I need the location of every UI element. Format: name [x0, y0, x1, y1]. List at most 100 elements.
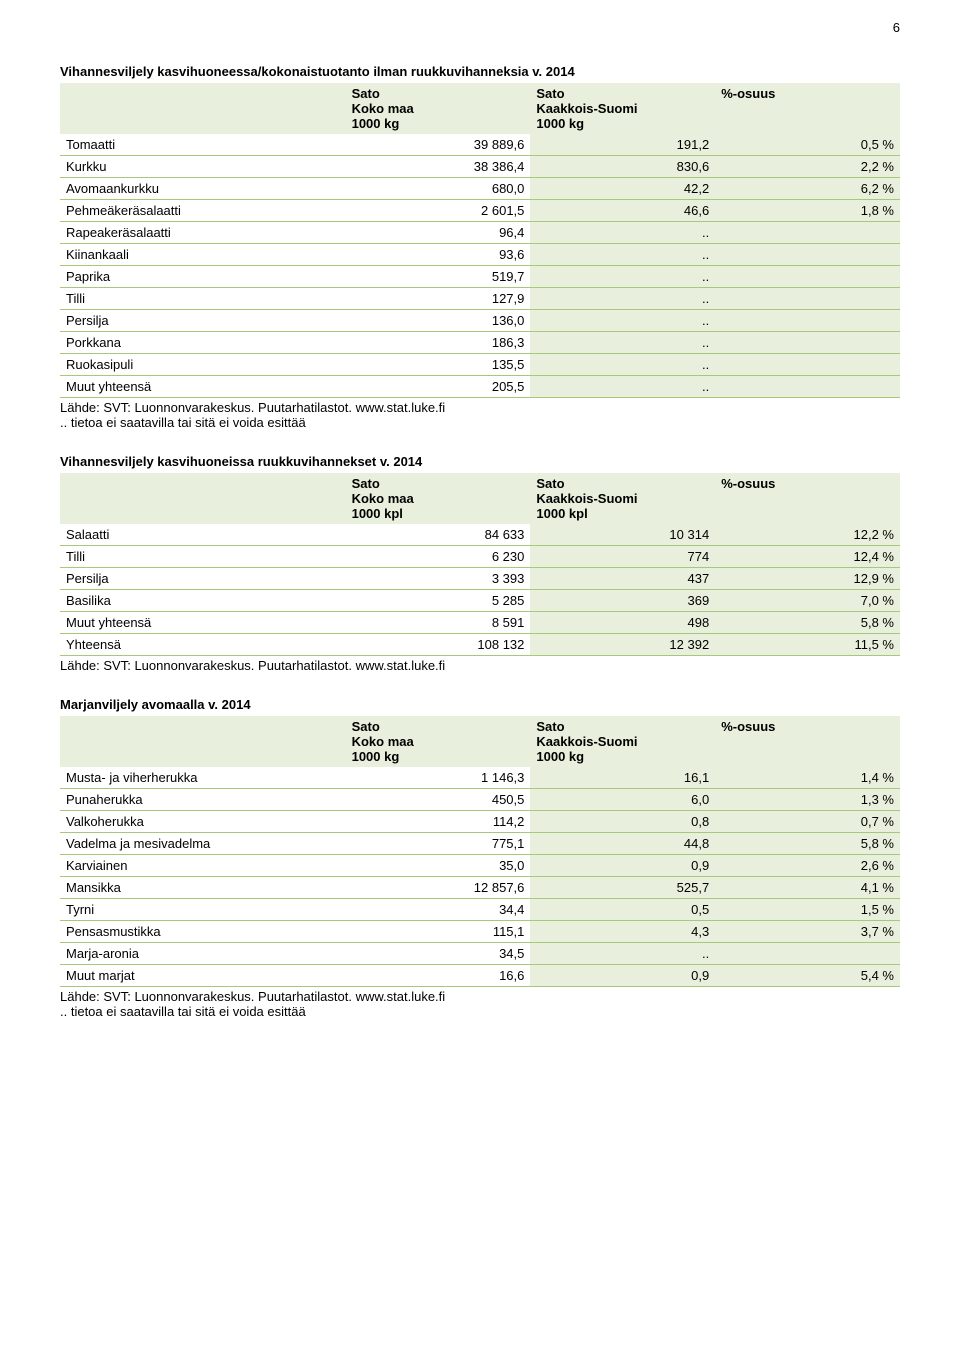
row-label: Tilli — [60, 546, 346, 568]
hdr-text: %-osuus — [721, 476, 775, 491]
row-value-percent: 5,4 % — [715, 965, 900, 987]
row-value-kaakkois: .. — [530, 266, 715, 288]
table3: Sato Koko maa 1000 kg Sato Kaakkois-Suom… — [60, 716, 900, 987]
row-value-percent: 3,7 % — [715, 921, 900, 943]
table-row: Muut marjat16,60,95,4 % — [60, 965, 900, 987]
row-value-kaakkois: .. — [530, 288, 715, 310]
row-value-kaakkois: 437 — [530, 568, 715, 590]
row-value-percent — [715, 332, 900, 354]
row-value-kokomaa: 680,0 — [346, 178, 531, 200]
table-row: Valkoherukka114,20,80,7 % — [60, 811, 900, 833]
row-value-kaakkois: 830,6 — [530, 156, 715, 178]
row-label: Paprika — [60, 266, 346, 288]
hdr-text: 1000 kg — [536, 749, 584, 764]
row-label: Vadelma ja mesivadelma — [60, 833, 346, 855]
row-value-kokomaa: 450,5 — [346, 789, 531, 811]
table-row: Ruokasipuli135,5.. — [60, 354, 900, 376]
table1-source: Lähde: SVT: Luonnonvarakeskus. Puutarhat… — [60, 400, 900, 415]
hdr-text: Koko maa — [352, 734, 414, 749]
row-value-kokomaa: 136,0 — [346, 310, 531, 332]
row-value-percent — [715, 244, 900, 266]
hdr-text: Sato — [352, 476, 380, 491]
table-row: Marja-aronia34,5.. — [60, 943, 900, 965]
table3-source: Lähde: SVT: Luonnonvarakeskus. Puutarhat… — [60, 989, 900, 1004]
page: 6 Vihannesviljely kasvihuoneessa/kokonai… — [0, 0, 960, 1059]
row-value-kaakkois: 46,6 — [530, 200, 715, 222]
table-row: Tilli127,9.. — [60, 288, 900, 310]
table2-header-c3: %-osuus — [715, 473, 900, 524]
row-value-kokomaa: 6 230 — [346, 546, 531, 568]
table3-title: Marjanviljely avomaalla v. 2014 — [60, 697, 900, 712]
table-row: Tomaatti39 889,6191,20,5 % — [60, 134, 900, 156]
row-value-kaakkois: 0,9 — [530, 965, 715, 987]
row-value-kokomaa: 775,1 — [346, 833, 531, 855]
row-value-kokomaa: 12 857,6 — [346, 877, 531, 899]
table-row: Musta- ja viherherukka1 146,316,11,4 % — [60, 767, 900, 789]
table2-body: Salaatti84 63310 31412,2 %Tilli6 2307741… — [60, 524, 900, 656]
row-value-percent — [715, 266, 900, 288]
row-label: Tyrni — [60, 899, 346, 921]
row-value-kaakkois: 774 — [530, 546, 715, 568]
row-value-kokomaa: 5 285 — [346, 590, 531, 612]
row-value-kokomaa: 96,4 — [346, 222, 531, 244]
hdr-text: Kaakkois-Suomi — [536, 734, 637, 749]
row-value-kaakkois: .. — [530, 244, 715, 266]
table1-header-c2: Sato Kaakkois-Suomi 1000 kg — [530, 83, 715, 134]
table3-body: Musta- ja viherherukka1 146,316,11,4 %Pu… — [60, 767, 900, 987]
table-row: Kiinankaali93,6.. — [60, 244, 900, 266]
row-label: Mansikka — [60, 877, 346, 899]
row-value-percent — [715, 222, 900, 244]
row-value-percent: 1,8 % — [715, 200, 900, 222]
row-label: Persilja — [60, 568, 346, 590]
row-label: Karviainen — [60, 855, 346, 877]
row-value-kaakkois: 498 — [530, 612, 715, 634]
row-label: Pensasmustikka — [60, 921, 346, 943]
row-label: Rapeakeräsalaatti — [60, 222, 346, 244]
hdr-text: 1000 kg — [352, 116, 400, 131]
hdr-text: 1000 kg — [536, 116, 584, 131]
row-value-kokomaa: 8 591 — [346, 612, 531, 634]
row-value-percent — [715, 943, 900, 965]
hdr-text: Koko maa — [352, 101, 414, 116]
row-value-percent: 1,5 % — [715, 899, 900, 921]
table3-note: .. tietoa ei saatavilla tai sitä ei void… — [60, 1004, 900, 1019]
row-value-kokomaa: 186,3 — [346, 332, 531, 354]
page-number: 6 — [893, 20, 900, 35]
row-value-kaakkois: .. — [530, 354, 715, 376]
table2-header-c1: Sato Koko maa 1000 kpl — [346, 473, 531, 524]
row-value-kokomaa: 108 132 — [346, 634, 531, 656]
row-value-kokomaa: 115,1 — [346, 921, 531, 943]
table-row: Mansikka12 857,6525,74,1 % — [60, 877, 900, 899]
row-value-percent: 5,8 % — [715, 833, 900, 855]
row-value-kokomaa: 16,6 — [346, 965, 531, 987]
table1-title: Vihannesviljely kasvihuoneessa/kokonaist… — [60, 64, 900, 79]
hdr-text: 1000 kpl — [352, 506, 403, 521]
table-row: Porkkana186,3.. — [60, 332, 900, 354]
row-label: Musta- ja viherherukka — [60, 767, 346, 789]
table2-header-row: Sato Koko maa 1000 kpl Sato Kaakkois-Suo… — [60, 473, 900, 524]
hdr-text: Sato — [536, 719, 564, 734]
row-value-kokomaa: 38 386,4 — [346, 156, 531, 178]
table-row: Pehmeäkeräsalaatti2 601,546,61,8 % — [60, 200, 900, 222]
row-value-percent — [715, 354, 900, 376]
row-value-percent: 12,4 % — [715, 546, 900, 568]
table-row: Paprika519,7.. — [60, 266, 900, 288]
table-row: Persilja136,0.. — [60, 310, 900, 332]
row-value-kokomaa: 3 393 — [346, 568, 531, 590]
table2-header-c2: Sato Kaakkois-Suomi 1000 kpl — [530, 473, 715, 524]
hdr-text: %-osuus — [721, 719, 775, 734]
row-label: Porkkana — [60, 332, 346, 354]
row-value-kaakkois: 12 392 — [530, 634, 715, 656]
row-value-kokomaa: 34,4 — [346, 899, 531, 921]
row-value-kaakkois: 191,2 — [530, 134, 715, 156]
table1-header-c1: Sato Koko maa 1000 kg — [346, 83, 531, 134]
table-row: Punaherukka450,56,01,3 % — [60, 789, 900, 811]
table1-header-blank — [60, 83, 346, 134]
table-row: Rapeakeräsalaatti96,4.. — [60, 222, 900, 244]
row-value-kokomaa: 135,5 — [346, 354, 531, 376]
row-label: Kurkku — [60, 156, 346, 178]
row-value-kokomaa: 114,2 — [346, 811, 531, 833]
hdr-text: Sato — [352, 719, 380, 734]
table3-header-row: Sato Koko maa 1000 kg Sato Kaakkois-Suom… — [60, 716, 900, 767]
row-value-percent: 1,4 % — [715, 767, 900, 789]
